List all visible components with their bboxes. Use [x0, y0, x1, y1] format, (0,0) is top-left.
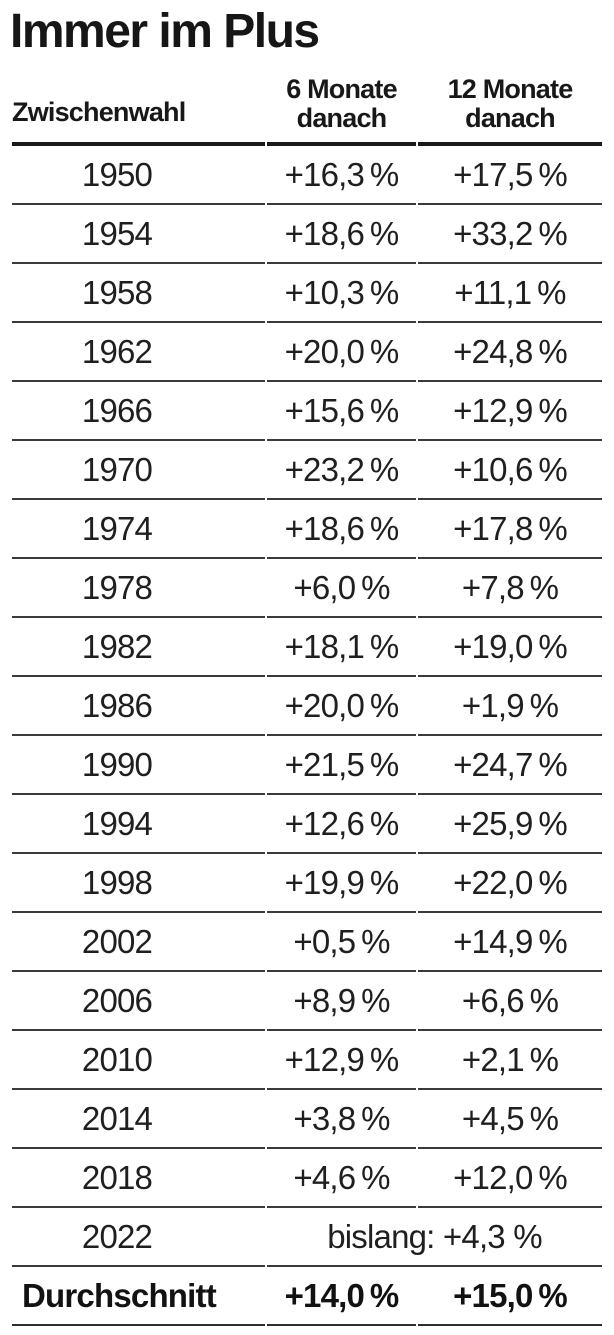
value-12m-cell: +1,9 %: [418, 677, 602, 736]
table-row: 2010 +12,9 % +2,1 %: [12, 1031, 602, 1090]
value-12m-cell: +24,8 %: [418, 323, 602, 382]
value-6m-cell: +12,6 %: [267, 795, 416, 854]
year-cell: 1970: [12, 441, 265, 500]
value-6m-cell: +15,6 %: [267, 382, 416, 441]
value-6m-cell: +18,6 %: [267, 500, 416, 559]
year-cell: 2006: [12, 972, 265, 1031]
table-row: 1978 +6,0 % +7,8 %: [12, 559, 602, 618]
year-cell: 2002: [12, 913, 265, 972]
value-6m-cell: +18,6 %: [267, 205, 416, 264]
value-12m-cell: +24,7 %: [418, 736, 602, 795]
value-12m-cell: +7,8 %: [418, 559, 602, 618]
column-header-6-monate-line1: 6 Monate: [286, 74, 397, 104]
table-row: 1986 +20,0 % +1,9 %: [12, 677, 602, 736]
page-title: Immer im Plus: [10, 5, 320, 58]
value-12m-cell: +12,0 %: [418, 1149, 602, 1208]
year-cell: 1958: [12, 264, 265, 323]
note-cell: bislang: +4,3 %: [267, 1208, 602, 1267]
value-12m-cell: +19,0 %: [418, 618, 602, 677]
value-12m-cell: +17,5 %: [418, 146, 602, 205]
table-row: 2018 +4,6 % +12,0 %: [12, 1149, 602, 1208]
footer-label-cell: Durchschnitt: [12, 1267, 265, 1326]
table-row: 2006 +8,9 % +6,6 %: [12, 972, 602, 1031]
value-6m-cell: +12,9 %: [267, 1031, 416, 1090]
value-6m-cell: +16,3 %: [267, 146, 416, 205]
year-cell: 2018: [12, 1149, 265, 1208]
table-row: 1970 +23,2 % +10,6 %: [12, 441, 602, 500]
value-12m-cell: +14,9 %: [418, 913, 602, 972]
table-row: 2014 +3,8 % +4,5 %: [12, 1090, 602, 1149]
value-6m-cell: +19,9 %: [267, 854, 416, 913]
value-6m-cell: +8,9 %: [267, 972, 416, 1031]
value-6m-cell: +6,0 %: [267, 559, 416, 618]
table-row: 1998 +19,9 % +22,0 %: [12, 854, 602, 913]
header-rule-segment: [267, 142, 416, 146]
table-row: 2002 +0,5 % +14,9 %: [12, 913, 602, 972]
value-12m-cell: +10,6 %: [418, 441, 602, 500]
header-rule-segment: [12, 142, 265, 146]
value-12m-cell: +11,1 %: [418, 264, 602, 323]
column-header-12-monate-line1: 12 Monate: [447, 74, 574, 104]
year-cell: 1994: [12, 795, 265, 854]
table-row: 1982 +18,1 % +19,0 %: [12, 618, 602, 677]
value-12m-cell: +6,6 %: [418, 972, 602, 1031]
year-cell: 1986: [12, 677, 265, 736]
footer-value-6m-cell: +14,0 %: [267, 1267, 416, 1326]
value-6m-cell: +18,1 %: [267, 618, 416, 677]
table-row: 1966 +15,6 % +12,9 %: [12, 382, 602, 441]
column-header-6-monate: 6 Monate danach: [267, 58, 416, 142]
value-12m-cell: +25,9 %: [418, 795, 602, 854]
value-6m-cell: +20,0 %: [267, 323, 416, 382]
year-cell: 1950: [12, 146, 265, 205]
table-header: Zwischenwahl 6 Monate danach 12 Monate d…: [12, 58, 602, 142]
value-6m-cell: +3,8 %: [267, 1090, 416, 1149]
year-cell: 2014: [12, 1090, 265, 1149]
year-cell: 1962: [12, 323, 265, 382]
value-12m-cell: +2,1 %: [418, 1031, 602, 1090]
year-cell: 1978: [12, 559, 265, 618]
table-body: 1950 +16,3 % +17,5 % 1954 +18,6 % +33,2 …: [0, 146, 614, 1267]
header-rule: [12, 142, 602, 146]
year-cell: 2010: [12, 1031, 265, 1090]
value-6m-cell: +23,2 %: [267, 441, 416, 500]
table-row: 1974 +18,6 % +17,8 %: [12, 500, 602, 559]
year-cell: 1982: [12, 618, 265, 677]
value-12m-cell: +4,5 %: [418, 1090, 602, 1149]
value-12m-cell: +12,9 %: [418, 382, 602, 441]
table-row: 1950 +16,3 % +17,5 %: [12, 146, 602, 205]
header-rule-segment: [418, 142, 602, 146]
year-cell: 1974: [12, 500, 265, 559]
year-cell: 1954: [12, 205, 265, 264]
column-header-12-monate-line2: danach: [465, 103, 556, 133]
table-row: 1994 +12,6 % +25,9 %: [12, 795, 602, 854]
column-header-zwischenwahl: Zwischenwahl: [12, 97, 186, 127]
table-row: 1958 +10,3 % +11,1 %: [12, 264, 602, 323]
value-6m-cell: +4,6 %: [267, 1149, 416, 1208]
year-cell: 1998: [12, 854, 265, 913]
value-12m-cell: +17,8 %: [418, 500, 602, 559]
year-cell: 1966: [12, 382, 265, 441]
column-header-6-monate-line2: danach: [296, 103, 388, 133]
footer-value-12m-cell: +15,0 %: [418, 1267, 602, 1326]
table-row-span: 2022 bislang: +4,3 %: [12, 1208, 602, 1267]
value-12m-cell: +33,2 %: [418, 205, 602, 264]
table-row: 1962 +20,0 % +24,8 %: [12, 323, 602, 382]
year-cell: 1990: [12, 736, 265, 795]
value-6m-cell: +21,5 %: [267, 736, 416, 795]
year-cell: 2022: [12, 1208, 265, 1267]
column-header-12-monate: 12 Monate danach: [418, 58, 602, 142]
table-footer-row: Durchschnitt +14,0 % +15,0 %: [12, 1267, 602, 1326]
table-row: 1954 +18,6 % +33,2 %: [12, 205, 602, 264]
value-6m-cell: +20,0 %: [267, 677, 416, 736]
table-row: 1990 +21,5 % +24,7 %: [12, 736, 602, 795]
value-6m-cell: +10,3 %: [267, 264, 416, 323]
value-6m-cell: +0,5 %: [267, 913, 416, 972]
value-12m-cell: +22,0 %: [418, 854, 602, 913]
